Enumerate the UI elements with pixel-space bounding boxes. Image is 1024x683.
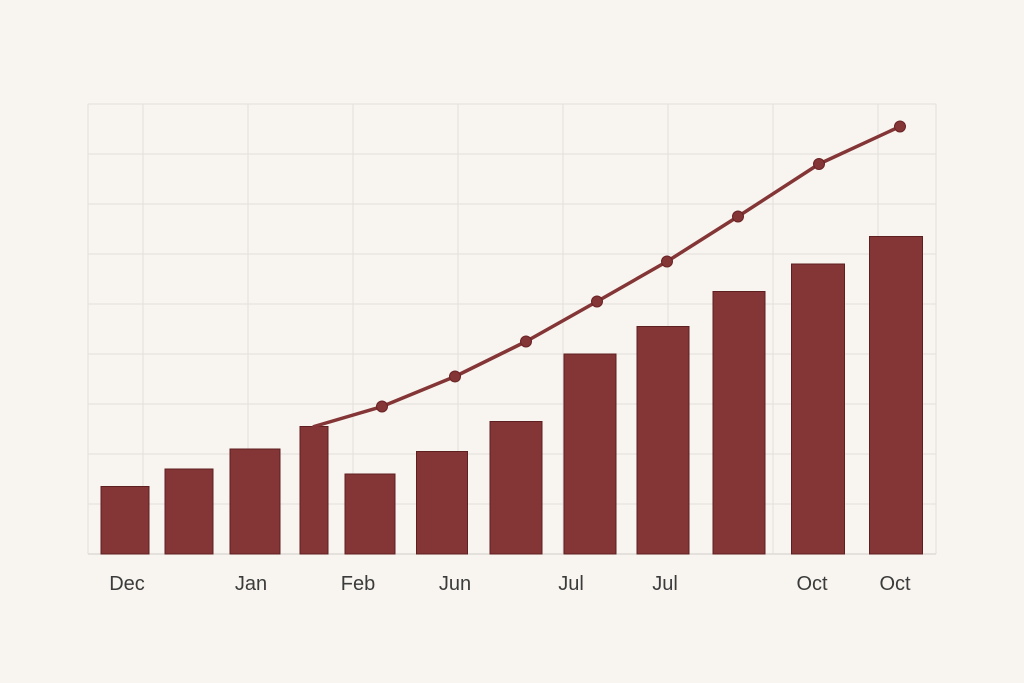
x-tick-labels: Dec Jan Feb Jun Jul Jul Oct Oct (109, 573, 911, 595)
x-tick-label: Jul (558, 573, 584, 595)
bar (712, 291, 766, 555)
line-point (732, 210, 744, 223)
bar (869, 236, 923, 555)
line-series (312, 120, 906, 429)
x-tick-label: Jan (235, 573, 267, 595)
line-point (376, 400, 388, 413)
line-point (813, 158, 825, 170)
bar (563, 353, 617, 555)
x-tick-label: Feb (341, 573, 375, 595)
x-tick-label: Jul (652, 573, 678, 595)
x-tick-label: Dec (109, 573, 145, 595)
line-point (591, 295, 603, 308)
bar (299, 426, 329, 555)
bar (344, 473, 396, 555)
line-point (661, 255, 673, 268)
bar (164, 468, 214, 555)
line-point (449, 370, 461, 383)
bar (489, 421, 543, 555)
line-point (894, 120, 906, 133)
bar (229, 448, 281, 555)
bar (791, 263, 845, 555)
x-tick-label: Jun (439, 573, 471, 595)
bar (636, 326, 690, 555)
x-tick-label: Oct (879, 573, 911, 595)
x-tick-label: Oct (796, 573, 828, 595)
bar (100, 486, 150, 555)
bar-series (100, 236, 923, 555)
line-point (520, 335, 532, 348)
bar (416, 451, 468, 555)
